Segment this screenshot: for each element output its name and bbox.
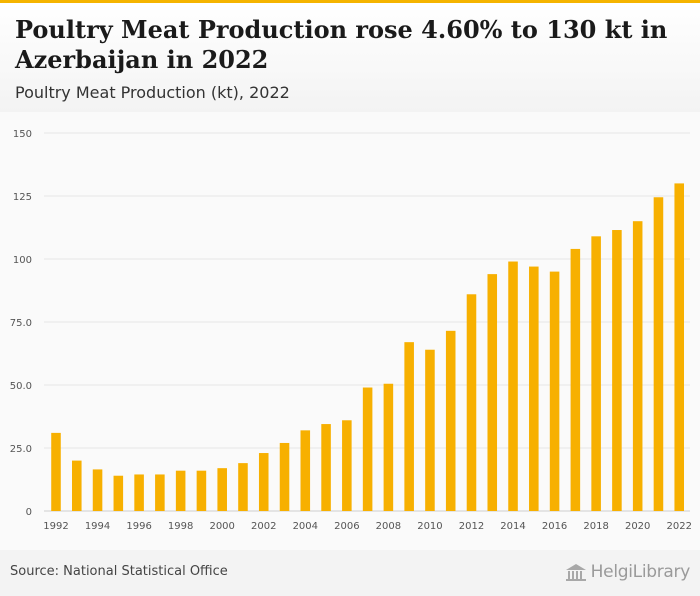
bar-2019[interactable] bbox=[612, 230, 622, 511]
chart-title: Poultry Meat Production rose 4.60% to 13… bbox=[15, 15, 668, 74]
y-tick-label: 0 bbox=[26, 507, 32, 518]
chart-footer: Source: National Statistical Office Helg… bbox=[0, 550, 700, 596]
x-tick-label: 2002 bbox=[251, 521, 276, 532]
bar-2015[interactable] bbox=[529, 266, 539, 511]
x-tick-label: 2008 bbox=[376, 521, 401, 532]
bar-2007[interactable] bbox=[362, 387, 373, 511]
chart-subtitle: Poultry Meat Production (kt), 2022 bbox=[15, 83, 290, 102]
bar-chart: 0 25.0 50.0 75.0 100 125 150 1992 1994 1996 1998 2… bbox=[10, 129, 692, 532]
bar-2022[interactable] bbox=[674, 183, 685, 511]
x-tick-label: 2012 bbox=[459, 521, 484, 532]
x-tick-label: 2016 bbox=[542, 521, 567, 532]
bar-2012[interactable] bbox=[466, 294, 477, 511]
bar-1993[interactable] bbox=[72, 460, 82, 511]
x-tick-label: 2004 bbox=[293, 521, 318, 532]
bar-2016[interactable] bbox=[549, 271, 560, 511]
x-tick-label: 2000 bbox=[209, 521, 234, 532]
bar-2021[interactable] bbox=[653, 197, 664, 511]
bar-2000[interactable] bbox=[217, 468, 227, 511]
bar-2009[interactable] bbox=[404, 342, 414, 511]
y-tick-label: 100 bbox=[13, 255, 32, 266]
bar-2008[interactable] bbox=[383, 383, 394, 511]
bars bbox=[51, 183, 685, 512]
grid-lines bbox=[44, 132, 690, 512]
bar-2002[interactable] bbox=[258, 453, 269, 511]
y-tick-label: 25.0 bbox=[10, 444, 32, 455]
bar-1996[interactable] bbox=[134, 474, 144, 511]
bar-1997[interactable] bbox=[155, 474, 165, 511]
y-tick-label: 125 bbox=[13, 192, 32, 203]
bar-2003[interactable] bbox=[279, 442, 290, 511]
y-tick-label: 150 bbox=[13, 129, 32, 140]
x-tick-label: 2006 bbox=[334, 521, 359, 532]
bar-2004[interactable] bbox=[300, 430, 311, 511]
brand-logo[interactable]: HelgiLibrary bbox=[565, 560, 690, 584]
x-axis-ticks: 1992 1994 1996 1998 2000 2002 2004 2006 2008 2010… bbox=[43, 521, 692, 532]
source-note: Source: National Statistical Office bbox=[10, 564, 228, 579]
bar-2013[interactable] bbox=[487, 274, 498, 511]
chart-area: 0 25.0 50.0 75.0 100 125 150 1992 1994 1996 1998 2… bbox=[0, 112, 700, 550]
x-tick-label: 1998 bbox=[168, 521, 193, 532]
bar-2010[interactable] bbox=[425, 349, 435, 511]
y-axis-ticks: 0 25.0 50.0 75.0 100 125 150 bbox=[10, 129, 32, 518]
bar-1995[interactable] bbox=[113, 475, 124, 511]
x-tick-label: 1992 bbox=[43, 521, 68, 532]
x-tick-label: 2022 bbox=[667, 521, 692, 532]
bar-2011[interactable] bbox=[445, 330, 456, 511]
bar-1998[interactable] bbox=[175, 470, 186, 511]
y-tick-label: 75.0 bbox=[10, 318, 32, 329]
x-tick-label: 2014 bbox=[500, 521, 525, 532]
bar-1994[interactable] bbox=[92, 469, 103, 511]
bar-2001[interactable] bbox=[238, 463, 248, 511]
bar-1992[interactable] bbox=[51, 432, 61, 511]
x-tick-label: 1994 bbox=[85, 521, 110, 532]
chart-header: Poultry Meat Production rose 4.60% to 13… bbox=[0, 0, 700, 112]
bar-2018[interactable] bbox=[591, 236, 601, 511]
bar-1999[interactable] bbox=[196, 470, 207, 511]
brand-name: HelgiLibrary bbox=[590, 562, 691, 582]
x-tick-label: 2020 bbox=[625, 521, 650, 532]
bar-2020[interactable] bbox=[632, 221, 643, 511]
bar-2014[interactable] bbox=[508, 261, 518, 511]
library-building-icon bbox=[565, 564, 586, 581]
bar-2006[interactable] bbox=[342, 420, 352, 511]
bar-2017[interactable] bbox=[570, 248, 581, 512]
bar-2005[interactable] bbox=[321, 424, 331, 511]
x-tick-label: 1996 bbox=[126, 521, 151, 532]
x-tick-label: 2018 bbox=[583, 521, 608, 532]
x-tick-label: 2010 bbox=[417, 521, 442, 532]
y-tick-label: 50.0 bbox=[10, 381, 32, 392]
